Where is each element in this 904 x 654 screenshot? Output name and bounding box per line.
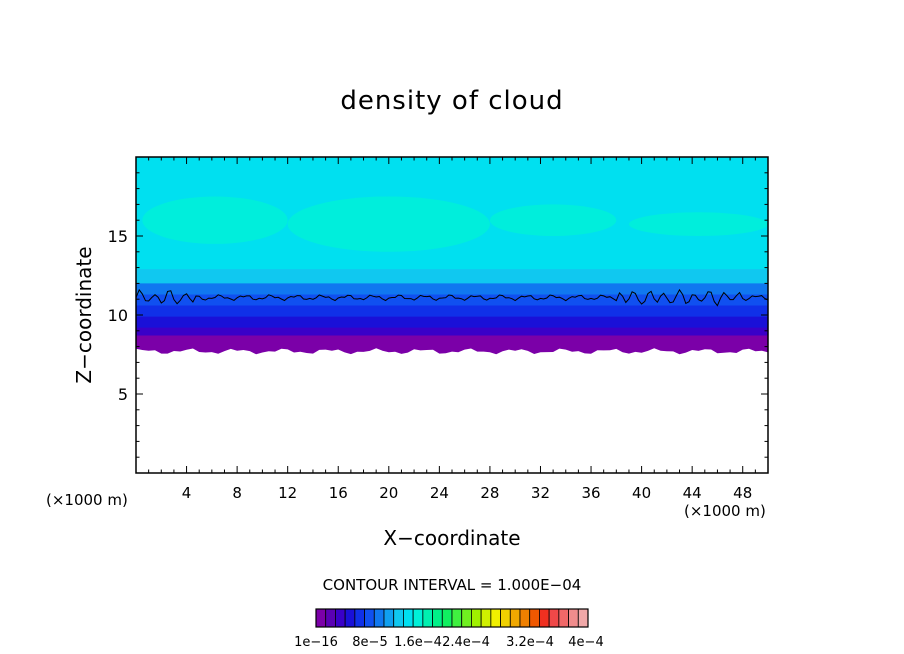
chart-title: density of cloud	[340, 86, 564, 116]
colorbar-swatch	[529, 608, 540, 628]
x-tick-label: 24	[430, 484, 449, 502]
x-tick-label: 40	[632, 484, 651, 502]
colorbar-swatch	[548, 608, 560, 628]
colorbar-tick-label: 1e−16	[294, 635, 338, 650]
x-tick-label: 8	[232, 484, 242, 502]
colorbar-swatch	[393, 608, 404, 628]
density-patch	[287, 196, 490, 252]
colorbar-swatch	[509, 608, 521, 628]
colorbar-swatch	[335, 608, 346, 628]
x-tick-label: 20	[379, 484, 398, 502]
colorbar-swatch	[325, 608, 336, 628]
x-axis-ticks: 4 8 12 16 20 24 28 32 36 40 44 48	[148, 157, 756, 502]
x-tick-label: 44	[683, 484, 702, 502]
x-tick-label: 48	[733, 484, 752, 502]
contour-line	[136, 288, 768, 307]
colorbar-swatch	[500, 608, 511, 628]
colorbar-tick-label: 1.6e−4	[394, 635, 442, 650]
colorbar-frame	[315, 608, 589, 628]
x-tick-label: 12	[278, 484, 297, 502]
colorbar-swatch	[344, 608, 356, 628]
colorbar-swatch	[461, 608, 472, 628]
colorbar-swatch	[403, 608, 414, 628]
density-band	[136, 335, 768, 355]
density-patch	[628, 212, 768, 236]
x-unit-left: (×1000 m)	[46, 491, 128, 509]
colorbar-swatch	[471, 608, 482, 628]
colorbar-swatch	[441, 608, 453, 628]
colorbar-swatch	[490, 608, 501, 628]
colorbar-swatch	[539, 608, 550, 628]
density-patch	[142, 196, 288, 244]
colorbar-tick-label: 3.2e−4	[506, 635, 554, 650]
colorbar: 1e−16 8e−5 1.6e−4 2.4e−4 3.2e−4 4e−4	[294, 608, 604, 650]
density-patch	[489, 204, 617, 236]
colorbar-swatch	[568, 608, 579, 628]
colorbar-tick-label: 2.4e−4	[442, 635, 490, 650]
colorbar-swatch	[519, 608, 531, 628]
colorbar-swatch	[315, 608, 327, 628]
density-field	[136, 157, 768, 355]
y-tick-label: 10	[108, 306, 128, 325]
x-tick-label: 36	[581, 484, 600, 502]
y-axis-label: Z−coordinate	[72, 246, 96, 384]
x-tick-label: 16	[329, 484, 348, 502]
x-tick-label: 4	[182, 484, 192, 502]
colorbar-tick-label: 4e−4	[568, 635, 603, 650]
x-unit-right: (×1000 m)	[684, 502, 766, 520]
colorbar-swatch	[577, 608, 589, 628]
colorbar-swatch	[354, 608, 365, 628]
y-tick-label: 15	[108, 227, 128, 246]
contour-interval-label: CONTOUR INTERVAL = 1.000E−04	[322, 576, 582, 594]
colorbar-swatch	[558, 608, 569, 628]
y-axis-ticks: 5 10 15	[108, 172, 768, 458]
colorbar-swatch	[364, 608, 375, 628]
colorbar-swatch	[383, 608, 395, 628]
colorbar-swatch	[373, 608, 385, 628]
colorbar-swatch	[480, 608, 492, 628]
y-tick-label: 5	[118, 385, 128, 404]
colorbar-swatch	[422, 608, 433, 628]
colorbar-tick-label: 8e−5	[352, 635, 387, 650]
colorbar-swatch	[412, 608, 424, 628]
x-axis-label: X−coordinate	[383, 526, 521, 550]
x-tick-label: 32	[531, 484, 550, 502]
colorbar-swatch	[432, 608, 443, 628]
colorbar-swatch	[451, 608, 463, 628]
x-tick-label: 28	[480, 484, 499, 502]
